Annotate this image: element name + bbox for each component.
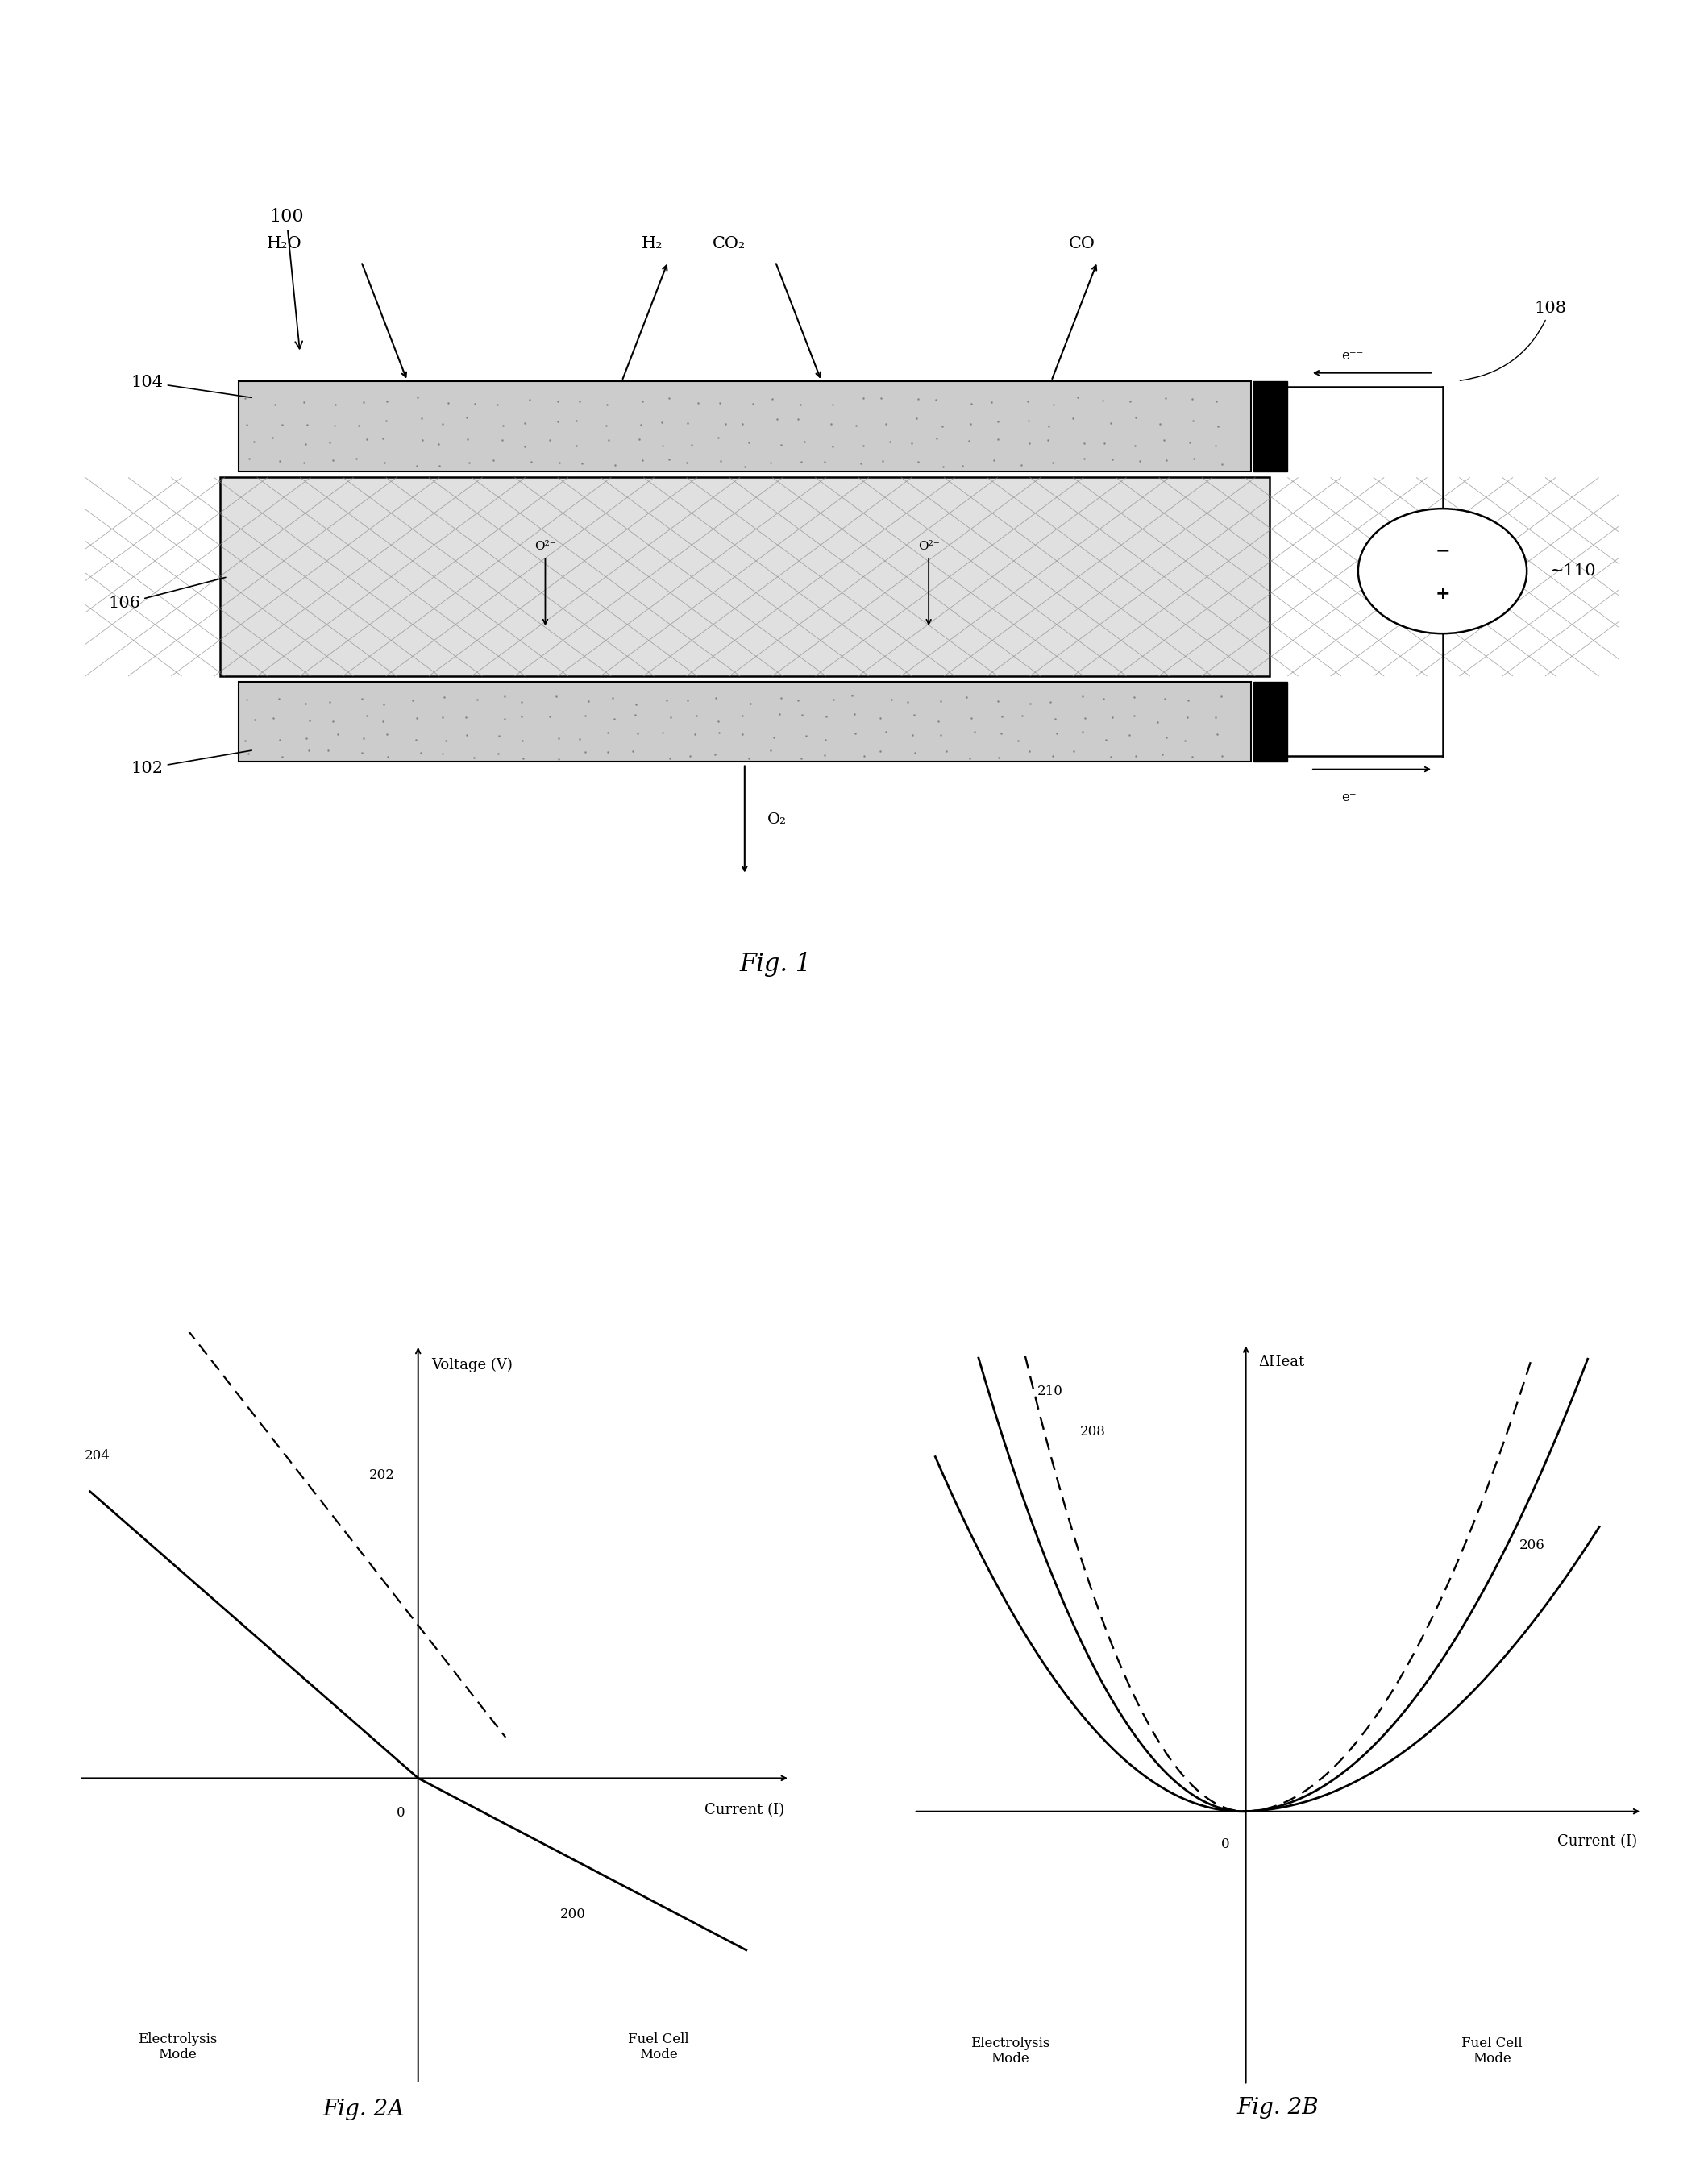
Text: Fuel Cell
Mode: Fuel Cell Mode [629,2031,688,2062]
Text: Electrolysis
Mode: Electrolysis Mode [138,2031,216,2062]
Text: 0: 0 [1222,1837,1230,1852]
Text: CO₂: CO₂ [712,236,746,251]
Text: 0: 0 [397,1806,406,1819]
Text: −: − [1435,542,1450,559]
Circle shape [1358,509,1527,633]
Text: Current (I): Current (I) [704,1802,784,1817]
Text: 208: 208 [1080,1424,1106,1437]
Text: 100: 100 [269,207,303,349]
Text: ~110: ~110 [1551,563,1597,579]
Text: Fig. 2B: Fig. 2B [1237,2097,1319,2118]
Text: Fuel Cell
Mode: Fuel Cell Mode [1462,2035,1523,2066]
Text: 204: 204 [85,1450,111,1463]
Text: 104: 104 [131,373,252,397]
Text: e⁻: e⁻ [1341,791,1356,804]
Text: 102: 102 [131,751,252,775]
Text: 108: 108 [1460,301,1566,380]
Text: O₂: O₂ [769,812,787,828]
Text: 210: 210 [1038,1385,1063,1398]
Text: Current (I): Current (I) [1557,1835,1638,1850]
Text: Voltage (V): Voltage (V) [431,1358,513,1372]
Text: e⁻⁻: e⁻⁻ [1341,349,1363,363]
Text: 106: 106 [109,577,225,612]
Bar [1254,681,1288,762]
Text: +: + [1435,585,1450,603]
Bar [239,380,1251,472]
Text: O²⁻: O²⁻ [918,539,939,553]
Text: 200: 200 [561,1909,586,1922]
Text: Fig. 2A: Fig. 2A [322,2099,404,2121]
Text: O²⁻: O²⁻ [535,539,556,553]
Text: CO: CO [1068,236,1096,251]
Text: H₂O: H₂O [268,236,302,251]
Bar [220,478,1269,677]
Text: Fig. 1: Fig. 1 [740,952,811,976]
Text: H₂: H₂ [642,236,663,251]
Text: Electrolysis
Mode: Electrolysis Mode [971,2035,1050,2066]
Bar [239,681,1251,762]
Bar [220,478,1269,677]
Text: ΔHeat: ΔHeat [1259,1354,1305,1369]
Text: 202: 202 [368,1468,395,1483]
Text: 206: 206 [1518,1538,1544,1553]
Bar [1254,380,1288,472]
